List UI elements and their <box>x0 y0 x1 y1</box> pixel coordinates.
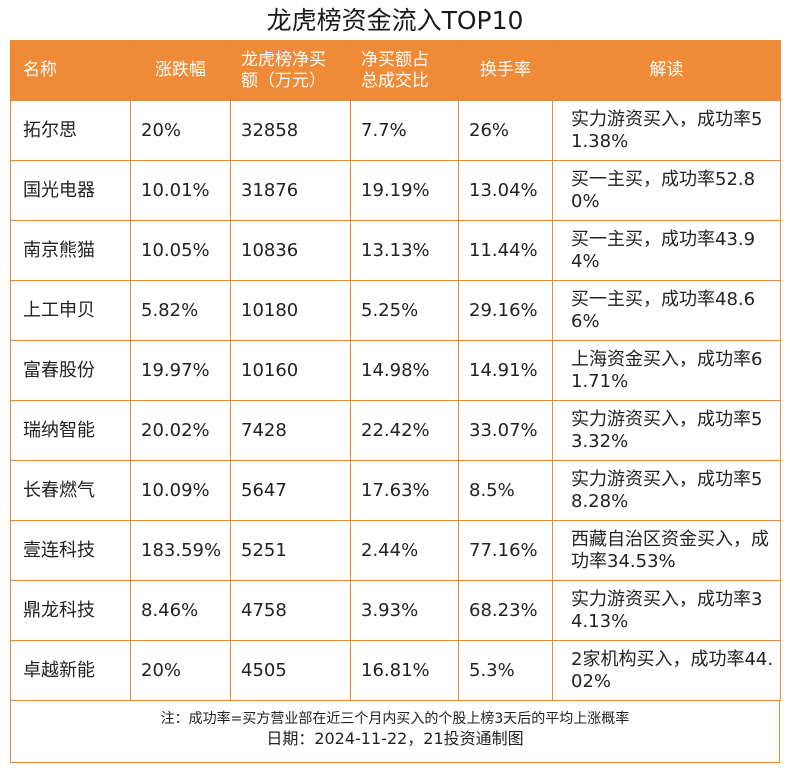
col-header-net-buy-line2: 额（万元） <box>241 70 326 91</box>
cell-ratio: 16.81% <box>350 640 459 701</box>
cell-turnover: 14.91% <box>458 340 553 401</box>
cell-change: 10.01% <box>130 160 231 221</box>
cell-change: 20% <box>130 640 231 701</box>
cell-ratio: 14.98% <box>350 340 459 401</box>
table-row: 南京熊猫 10.05% 10836 13.13% 11.44% 买一主买，成功率… <box>10 220 781 281</box>
cell-ratio: 13.13% <box>350 220 459 281</box>
cell-net-buy: 32858 <box>230 100 351 161</box>
cell-turnover: 11.44% <box>458 220 553 281</box>
cell-net-buy: 4505 <box>230 640 351 701</box>
cell-note: 买一主买，成功率48.66% <box>552 280 781 341</box>
cell-ratio: 5.25% <box>350 280 459 341</box>
table-row: 上工申贝 5.82% 10180 5.25% 29.16% 买一主买，成功率48… <box>10 280 781 341</box>
cell-ratio: 2.44% <box>350 520 459 581</box>
cell-name: 瑞纳智能 <box>10 400 131 461</box>
cell-turnover: 29.16% <box>458 280 553 341</box>
cell-note: 实力游资买入，成功率58.28% <box>552 460 781 521</box>
cell-net-buy: 5647 <box>230 460 351 521</box>
cell-note: 实力游资买入，成功率53.32% <box>552 400 781 461</box>
cell-turnover: 26% <box>458 100 553 161</box>
cell-name: 壹连科技 <box>10 520 131 581</box>
table-row: 拓尔思 20% 32858 7.7% 26% 实力游资买入，成功率51.38% <box>10 100 781 161</box>
cell-name: 国光电器 <box>10 160 131 221</box>
col-header-ratio-line1: 净买额占 <box>361 49 429 70</box>
cell-name: 富春股份 <box>10 340 131 401</box>
table-row: 壹连科技 183.59% 5251 2.44% 77.16% 西藏自治区资金买入… <box>10 520 781 581</box>
table-row: 卓越新能 20% 4505 16.81% 5.3% 2家机构买入，成功率44.0… <box>10 640 781 701</box>
table-row: 富春股份 19.97% 10160 14.98% 14.91% 上海资金买入，成… <box>10 340 781 401</box>
dragon-tiger-table: 名称 涨跌幅 龙虎榜净买 额（万元） 净买额占 总成交比 换手率 解读 拓尔思 … <box>10 40 781 701</box>
cell-ratio: 7.7% <box>350 100 459 161</box>
cell-name: 卓越新能 <box>10 640 131 701</box>
cell-name: 鼎龙科技 <box>10 580 131 641</box>
cell-net-buy: 31876 <box>230 160 351 221</box>
cell-change: 20% <box>130 100 231 161</box>
table-row: 瑞纳智能 20.02% 7428 22.42% 33.07% 实力游资买入，成功… <box>10 400 781 461</box>
col-header-note: 解读 <box>552 40 781 101</box>
cell-note: 买一主买，成功率43.94% <box>552 220 781 281</box>
cell-note: 实力游资买入，成功率51.38% <box>552 100 781 161</box>
cell-change: 8.46% <box>130 580 231 641</box>
page-title: 龙虎榜资金流入TOP10 <box>266 6 524 35</box>
cell-turnover: 33.07% <box>458 400 553 461</box>
cell-change: 20.02% <box>130 400 231 461</box>
cell-change: 10.09% <box>130 460 231 521</box>
cell-turnover: 77.16% <box>458 520 553 581</box>
footer: 注：成功率=买方营业部在近三个月内买入的个股上榜3天后的平均上涨概率 日期：20… <box>10 701 780 763</box>
cell-ratio: 17.63% <box>350 460 459 521</box>
footer-note: 注：成功率=买方营业部在近三个月内买入的个股上榜3天后的平均上涨概率 <box>160 711 630 727</box>
cell-net-buy: 5251 <box>230 520 351 581</box>
col-header-name: 名称 <box>10 40 131 101</box>
cell-turnover: 8.5% <box>458 460 553 521</box>
cell-net-buy: 10836 <box>230 220 351 281</box>
cell-turnover: 5.3% <box>458 640 553 701</box>
cell-net-buy: 10160 <box>230 340 351 401</box>
cell-name: 长春燃气 <box>10 460 131 521</box>
cell-change: 19.97% <box>130 340 231 401</box>
cell-note: 2家机构买入，成功率44.02% <box>552 640 781 701</box>
cell-turnover: 68.23% <box>458 580 553 641</box>
cell-ratio: 19.19% <box>350 160 459 221</box>
cell-note: 上海资金买入，成功率61.71% <box>552 340 781 401</box>
col-header-net-buy-line1: 龙虎榜净买 <box>241 49 326 70</box>
cell-change: 10.05% <box>130 220 231 281</box>
col-header-net-buy: 龙虎榜净买 额（万元） <box>230 40 351 101</box>
cell-note: 买一主买，成功率52.80% <box>552 160 781 221</box>
table-row: 鼎龙科技 8.46% 4758 3.93% 68.23% 实力游资买入，成功率3… <box>10 580 781 641</box>
cell-ratio: 22.42% <box>350 400 459 461</box>
col-header-ratio-line2: 总成交比 <box>361 70 429 91</box>
cell-name: 拓尔思 <box>10 100 131 161</box>
cell-name: 上工申贝 <box>10 280 131 341</box>
cell-change: 5.82% <box>130 280 231 341</box>
cell-net-buy: 7428 <box>230 400 351 461</box>
cell-net-buy: 4758 <box>230 580 351 641</box>
table-row: 长春燃气 10.09% 5647 17.63% 8.5% 实力游资买入，成功率5… <box>10 460 781 521</box>
cell-ratio: 3.93% <box>350 580 459 641</box>
footer-date-credit: 日期：2024-11-22，21投资通制图 <box>266 729 524 748</box>
cell-note: 西藏自治区资金买入，成功率34.53% <box>552 520 781 581</box>
table-body: 拓尔思 20% 32858 7.7% 26% 实力游资买入，成功率51.38% … <box>10 100 781 701</box>
col-header-turnover: 换手率 <box>458 40 553 101</box>
col-header-ratio: 净买额占 总成交比 <box>350 40 459 101</box>
cell-turnover: 13.04% <box>458 160 553 221</box>
cell-name: 南京熊猫 <box>10 220 131 281</box>
cell-note: 实力游资买入，成功率34.13% <box>552 580 781 641</box>
col-header-change: 涨跌幅 <box>130 40 231 101</box>
cell-net-buy: 10180 <box>230 280 351 341</box>
table-row: 国光电器 10.01% 31876 19.19% 13.04% 买一主买，成功率… <box>10 160 781 221</box>
cell-change: 183.59% <box>130 520 231 581</box>
table-header-row: 名称 涨跌幅 龙虎榜净买 额（万元） 净买额占 总成交比 换手率 解读 <box>10 40 781 101</box>
